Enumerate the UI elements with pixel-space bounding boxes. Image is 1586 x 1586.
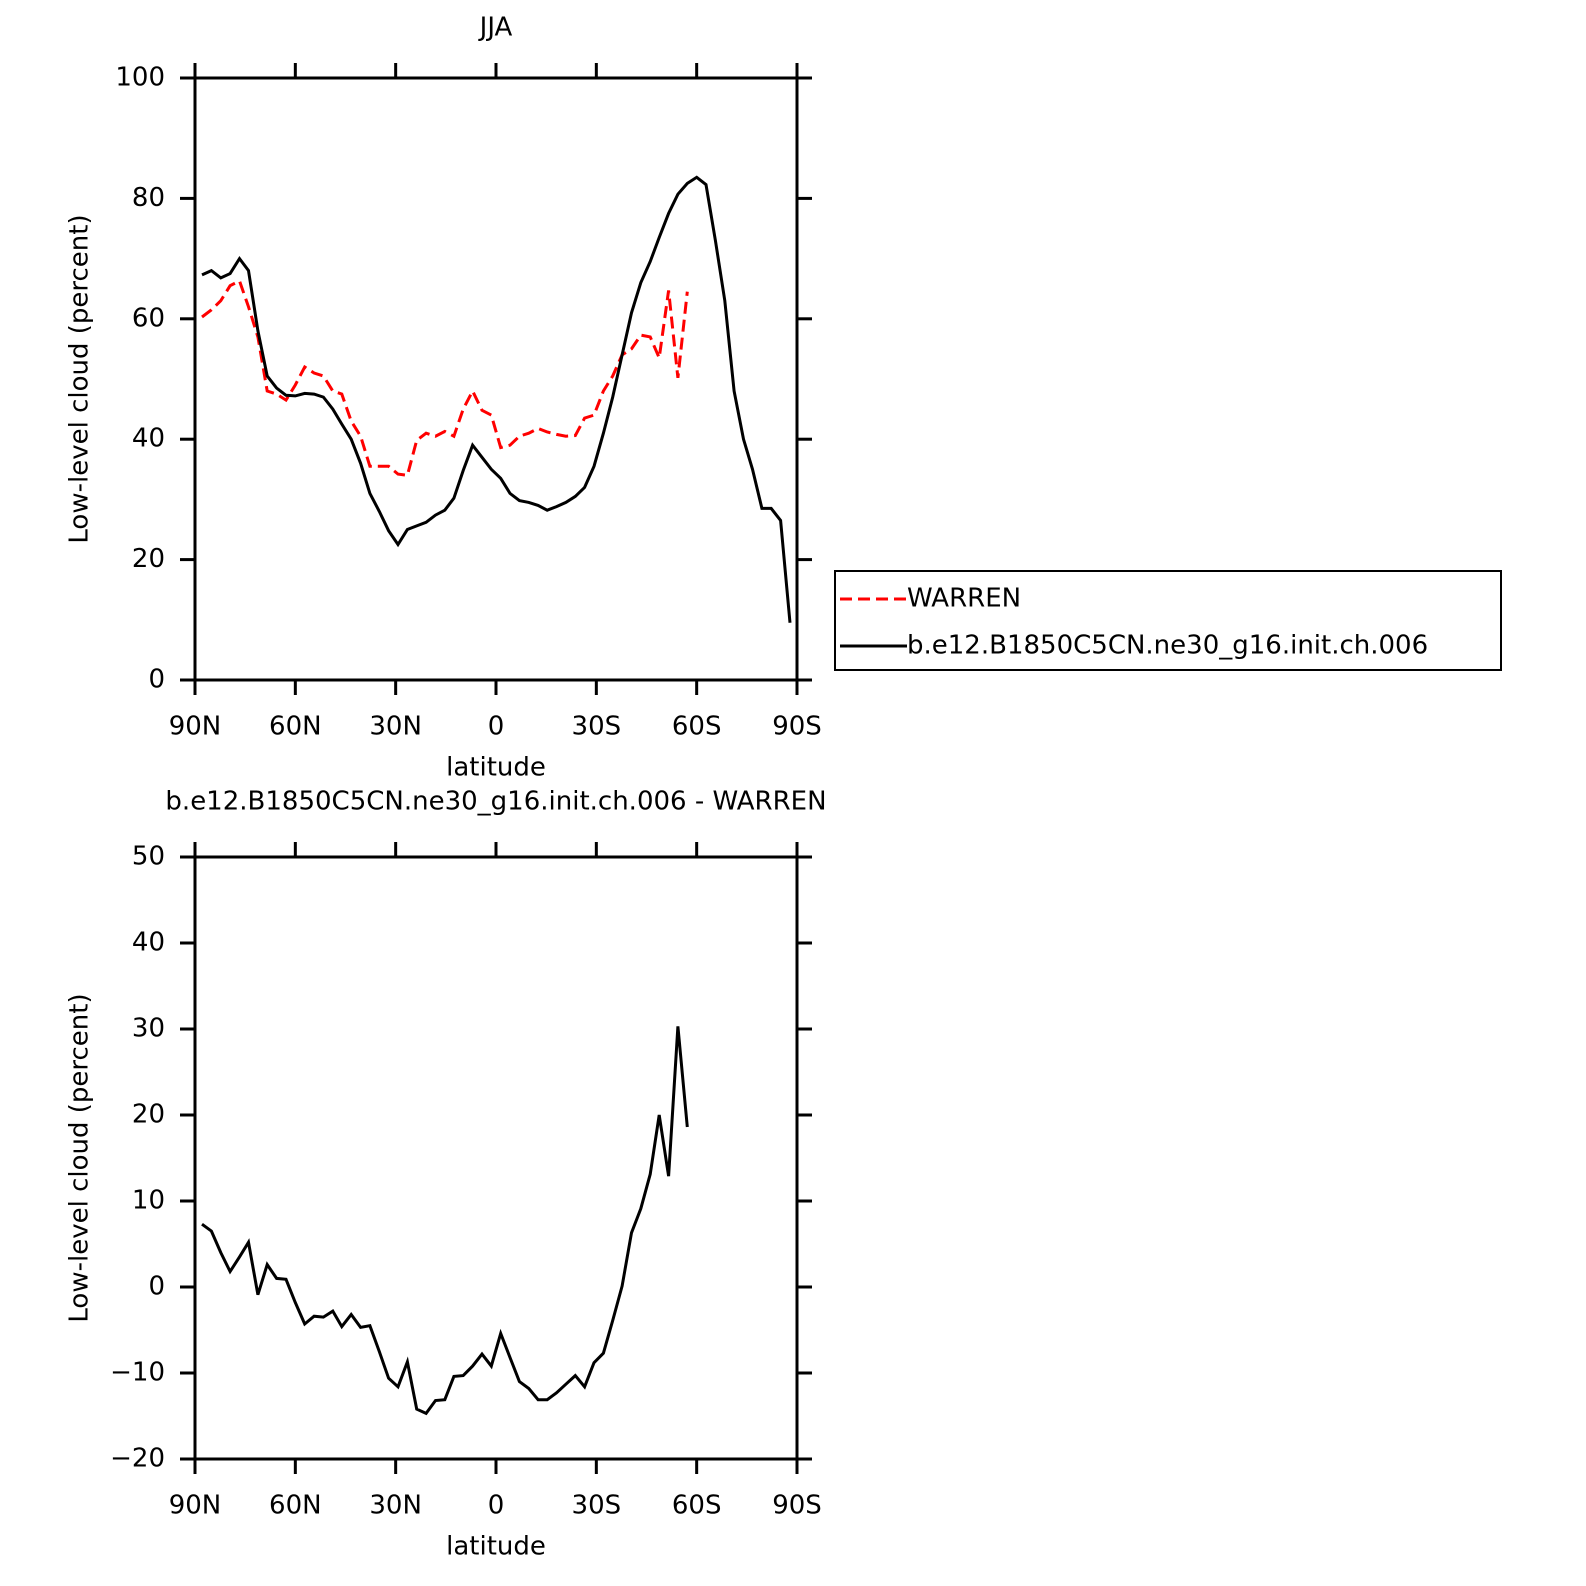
x-tick-label: 30N	[369, 1491, 422, 1521]
x-tick-label: 90S	[772, 1491, 822, 1521]
x-tick-label: 60S	[672, 712, 722, 742]
x-axis-label: latitude	[446, 753, 546, 783]
x-tick-label: 0	[488, 712, 505, 742]
x-tick-label: 60S	[672, 1491, 722, 1521]
y-tick-label: −20	[110, 1444, 165, 1474]
x-tick-label: 30N	[369, 712, 422, 742]
y-tick-label: 0	[148, 1272, 165, 1302]
y-tick-label: 30	[132, 1014, 165, 1044]
x-tick-label: 30S	[572, 712, 622, 742]
legend-box	[834, 570, 1502, 671]
y-tick-label: 0	[148, 665, 165, 695]
x-axis-label: latitude	[446, 1532, 546, 1562]
x-tick-label: 90N	[169, 1491, 222, 1521]
y-tick-label: 10	[132, 1186, 165, 1216]
y-axis-label: Low-level cloud (percent)	[65, 214, 95, 543]
series-line	[201, 278, 689, 477]
y-tick-label: 40	[132, 424, 165, 454]
series-line	[201, 1026, 689, 1416]
plot-frame	[193, 76, 799, 682]
y-tick-label: 20	[132, 544, 165, 574]
x-tick-label: 60N	[269, 1491, 322, 1521]
x-tick-label: 30S	[572, 1491, 622, 1521]
legend-label: b.e12.B1850C5CN.ne30_g16.init.ch.006	[907, 631, 1428, 661]
y-tick-label: 80	[132, 183, 165, 213]
y-tick-label: 60	[132, 303, 165, 333]
y-tick-label: 40	[132, 928, 165, 958]
x-tick-label: 60N	[269, 712, 322, 742]
legend-label: WARREN	[907, 584, 1021, 614]
x-tick-label: 90S	[772, 712, 822, 742]
y-tick-label: 50	[132, 842, 165, 872]
chart-title: b.e12.B1850C5CN.ne30_g16.init.ch.006 - W…	[165, 787, 826, 817]
chart-title: JJA	[478, 13, 513, 43]
y-axis-label: Low-level cloud (percent)	[65, 993, 95, 1322]
x-tick-label: 0	[488, 1491, 505, 1521]
y-tick-label: −10	[110, 1358, 165, 1388]
y-tick-label: 20	[132, 1100, 165, 1130]
plot-frame	[193, 855, 799, 1461]
series-line	[201, 175, 792, 623]
x-tick-label: 90N	[169, 712, 222, 742]
y-tick-label: 100	[115, 63, 165, 93]
